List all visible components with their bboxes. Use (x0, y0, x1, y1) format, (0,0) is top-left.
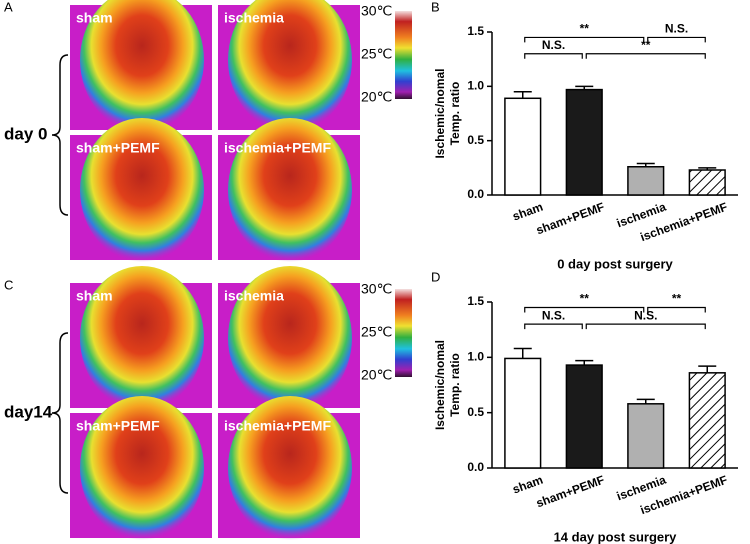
significance-bracket (524, 323, 583, 330)
x-tick-label: sham+PEMF (534, 200, 606, 238)
image-label: ischemia+PEMF (224, 418, 331, 434)
panel-letter: B (431, 0, 440, 14)
significance-bracket (647, 306, 706, 313)
color-scale (395, 289, 412, 377)
y-tick-label: 0.0 (467, 187, 484, 201)
bar (565, 364, 603, 469)
error-bar (698, 365, 717, 373)
error-bar (513, 91, 532, 99)
significance-bracket (524, 306, 645, 313)
bar (565, 88, 603, 196)
x-tick-label: sham (511, 473, 545, 497)
thermal-blob (228, 0, 352, 132)
significance-label: N.S. (665, 22, 688, 36)
scale-label: 25℃ (361, 46, 392, 62)
significance-bracket (585, 53, 706, 59)
scale-label: 20℃ (361, 89, 392, 105)
x-tick-label: sham+PEMF (534, 473, 606, 511)
y-axis-label: Ischemic/nomal (433, 68, 447, 158)
thermal-blob (80, 0, 204, 132)
x-axis-label: 0 day post surgery (557, 256, 673, 271)
image-label: ischemia (224, 288, 284, 304)
significance-label: N.S. (542, 38, 565, 52)
significance-label: N.S. (634, 308, 657, 322)
bar (688, 169, 726, 196)
image-label: ischemia+PEMF (224, 140, 331, 156)
y-tick-label: 1.5 (467, 294, 484, 308)
significance-bracket (524, 36, 645, 43)
bar (688, 372, 726, 469)
image-label: sham+PEMF (76, 140, 160, 156)
significance-label: ** (580, 22, 590, 36)
y-tick-label: 1.0 (467, 350, 484, 364)
y-axis-label: Temp. ratio (448, 82, 462, 146)
error-bar (513, 347, 532, 359)
significance-bracket (524, 53, 583, 59)
x-tick-label: sham (511, 200, 545, 224)
row-label: day14 (4, 402, 53, 421)
image-label: sham (76, 288, 113, 304)
y-tick-label: 1.5 (467, 24, 484, 38)
brace (51, 332, 69, 494)
significance-label: ** (672, 292, 682, 306)
color-scale (395, 11, 412, 99)
image-label: sham+PEMF (76, 418, 160, 434)
error-bar (636, 398, 655, 404)
y-axis-label: Temp. ratio (448, 353, 462, 417)
scale-label: 25℃ (361, 324, 392, 340)
thermal-blob (80, 118, 204, 262)
significance-label: ** (580, 292, 590, 306)
error-bar (575, 359, 594, 366)
image-label: ischemia (224, 10, 284, 26)
error-bar (575, 85, 594, 90)
x-axis-label: 14 day post surgery (554, 529, 678, 544)
y-axis-label: Ischemic/nomal (433, 340, 447, 430)
significance-bracket (585, 323, 706, 330)
thermal-blob (80, 396, 204, 540)
panel-letter: A (4, 0, 13, 14)
thermal-blob (228, 266, 352, 410)
y-tick-label: 0.5 (467, 405, 484, 419)
significance-bracket (647, 36, 706, 43)
scale-label: 20℃ (361, 367, 392, 383)
thermal-blob (228, 118, 352, 262)
significance-label: ** (641, 38, 651, 52)
y-tick-label: 0.0 (467, 460, 484, 474)
bar (504, 97, 542, 196)
y-tick-label: 0.5 (467, 133, 484, 147)
panel-letter: D (431, 269, 440, 284)
panel-letter: C (4, 277, 13, 292)
brace (51, 54, 69, 216)
image-label: sham (76, 10, 113, 26)
row-label: day 0 (4, 124, 47, 143)
y-tick-label: 1.0 (467, 79, 484, 93)
thermal-blob (228, 396, 352, 540)
significance-label: N.S. (542, 308, 565, 322)
error-bar (636, 162, 655, 167)
bar (504, 357, 542, 469)
error-bar (698, 167, 717, 171)
scale-label: 30℃ (361, 281, 392, 297)
scale-label: 30℃ (361, 3, 392, 19)
bar (627, 165, 665, 196)
thermal-blob (80, 266, 204, 410)
bar (627, 403, 665, 469)
